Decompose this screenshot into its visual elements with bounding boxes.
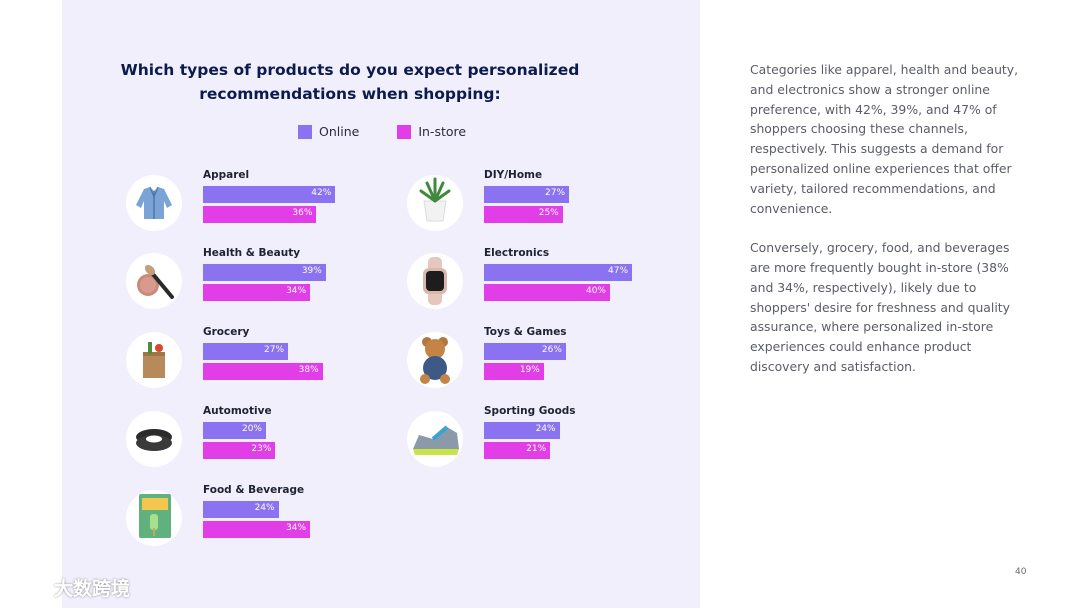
bar-apparel-online: 42% <box>203 186 336 203</box>
bar-value-label: 20% <box>241 424 262 434</box>
category-electronics: Electronics 47% 40% <box>407 247 667 333</box>
tire-icon <box>126 411 182 467</box>
category-diy-home: DIY/Home 27% 25% <box>407 169 667 255</box>
category-label: Toys & Games <box>484 326 567 338</box>
legend-online-swatch <box>298 124 312 139</box>
makeup-brush-icon <box>126 253 182 309</box>
bar-value-label: 24% <box>535 424 556 434</box>
bar-value-label: 19% <box>519 365 540 375</box>
legend-online: Online <box>298 124 359 139</box>
sneaker-icon <box>407 411 463 467</box>
category-grocery: Grocery 27% 38% <box>126 326 386 412</box>
bar-value-label: 40% <box>585 286 606 296</box>
bar-value-label: 38% <box>298 365 319 375</box>
legend-instore-swatch <box>397 124 412 139</box>
jacket-icon <box>126 175 182 231</box>
category-automotive: Automotive 20% 23% <box>126 405 386 491</box>
bar-grocery-online: 27% <box>203 343 289 360</box>
bar-apparel-instore: 36% <box>203 206 317 223</box>
bar-automotive-online: 20% <box>203 422 266 439</box>
bar-value-label: 27% <box>545 188 566 198</box>
watermark-logo-icon <box>8 578 48 596</box>
category-apparel: Apparel 42% 36% <box>126 169 386 255</box>
watermark: 大数跨境 <box>8 574 130 601</box>
category-label: Sporting Goods <box>484 405 576 417</box>
category-label: Automotive <box>203 405 272 417</box>
bar-automotive-instore: 23% <box>203 442 276 459</box>
legend-online-label: Online <box>319 124 360 139</box>
bar-value-label: 25% <box>538 208 559 218</box>
legend: Online In-store <box>298 124 466 139</box>
bar-value-label: 27% <box>264 345 285 355</box>
category-label: DIY/Home <box>484 169 543 181</box>
bar-value-label: 42% <box>311 188 332 198</box>
bar-sporting-goods-instore: 21% <box>484 442 551 459</box>
bar-value-label: 36% <box>292 208 313 218</box>
bar-value-label: 24% <box>254 503 275 513</box>
smartwatch-icon <box>407 253 463 309</box>
body-paragraph-1: Categories like apparel, health and beau… <box>750 62 1019 216</box>
bar-food-beverage-instore: 34% <box>203 521 311 538</box>
food-box-icon <box>126 490 182 546</box>
watermark-text: 大数跨境 <box>54 578 131 600</box>
bar-value-label: 26% <box>541 345 562 355</box>
grocery-bag-icon <box>126 332 182 388</box>
category-label: Grocery <box>203 326 250 338</box>
bar-toys-games-online: 26% <box>484 343 566 360</box>
teddy-bear-icon <box>407 332 463 388</box>
bar-electronics-instore: 40% <box>484 284 610 301</box>
bar-value-label: 23% <box>251 444 272 454</box>
body-paragraph-2: Conversely, grocery, food, and beverages… <box>750 240 1010 374</box>
chart-title: Which types of products do you expect pe… <box>120 61 580 103</box>
bar-toys-games-instore: 19% <box>484 363 544 380</box>
category-health-beauty: Health & Beauty 39% 34% <box>126 247 386 333</box>
bar-health-beauty-instore: 34% <box>203 284 311 301</box>
bar-value-label: 21% <box>526 444 547 454</box>
bar-value-label: 39% <box>301 266 322 276</box>
page-number: 40 <box>1015 567 1027 577</box>
bar-value-label: 34% <box>286 523 307 533</box>
bar-diy-home-instore: 25% <box>484 206 563 223</box>
bar-grocery-instore: 38% <box>203 363 323 380</box>
category-label: Food & Beverage <box>203 484 305 496</box>
bar-food-beverage-online: 24% <box>203 501 279 518</box>
plant-pot-icon <box>407 175 463 231</box>
legend-instore-label: In-store <box>418 124 467 139</box>
category-food-beverage: Food & Beverage 24% 34% <box>126 484 386 570</box>
legend-instore: In-store <box>397 124 466 139</box>
bar-sporting-goods-online: 24% <box>484 422 560 439</box>
category-toys-games: Toys & Games 26% 19% <box>407 326 667 412</box>
bar-health-beauty-online: 39% <box>203 264 326 281</box>
bar-value-label: 34% <box>286 286 307 296</box>
body-text: Categories like apparel, health and beau… <box>750 60 1020 397</box>
category-label: Electronics <box>484 247 550 259</box>
bar-diy-home-online: 27% <box>484 186 570 203</box>
bar-electronics-online: 47% <box>484 264 633 281</box>
category-label: Apparel <box>203 169 250 181</box>
category-label: Health & Beauty <box>203 247 301 259</box>
category-sporting-goods: Sporting Goods 24% 21% <box>407 405 667 491</box>
bar-value-label: 47% <box>608 266 629 276</box>
